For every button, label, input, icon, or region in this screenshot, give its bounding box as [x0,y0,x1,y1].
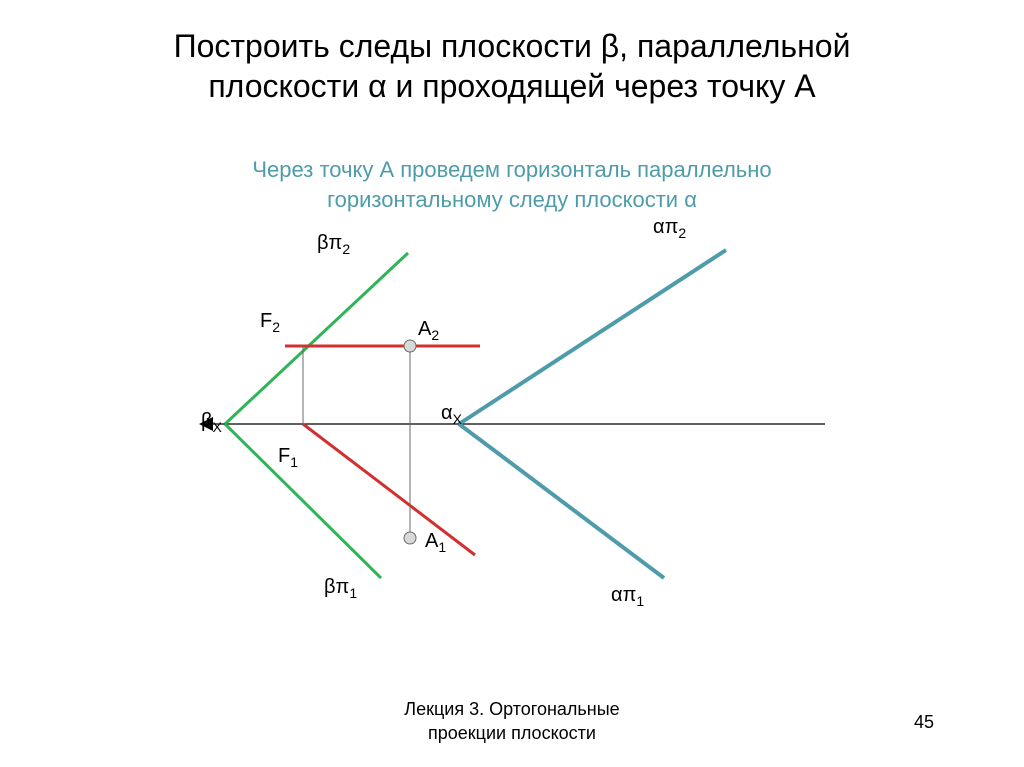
label-alpha-p2: απ2 [653,216,686,241]
alpha-trace-p1 [459,424,664,578]
label-F2: F2 [260,310,280,335]
slide: Построить следы плоскости β, параллельно… [0,0,1024,767]
alpha-trace-p2 [459,250,726,424]
label-F1: F1 [278,445,298,470]
label-A1: A1 [425,530,446,555]
footer-line-2: проекции плоскости [428,723,596,743]
label-beta-x: βX [201,410,222,435]
beta-trace-p1 [225,424,381,578]
page-number: 45 [914,712,934,733]
label-beta-p1: βπ1 [324,576,357,601]
horizontal-line-lower [303,424,475,555]
label-beta-p2: βπ2 [317,232,350,257]
point-A2 [404,340,416,352]
footer-line-1: Лекция 3. Ортогональные [404,699,619,719]
slide-footer: Лекция 3. Ортогональные проекции плоскос… [0,698,1024,745]
diagram-svg [0,0,1024,767]
point-A1 [404,532,416,544]
label-alpha-p1: απ1 [611,584,644,609]
beta-trace-p2 [225,253,408,424]
label-A2: A2 [418,318,439,343]
label-alpha-x: αX [441,402,462,427]
